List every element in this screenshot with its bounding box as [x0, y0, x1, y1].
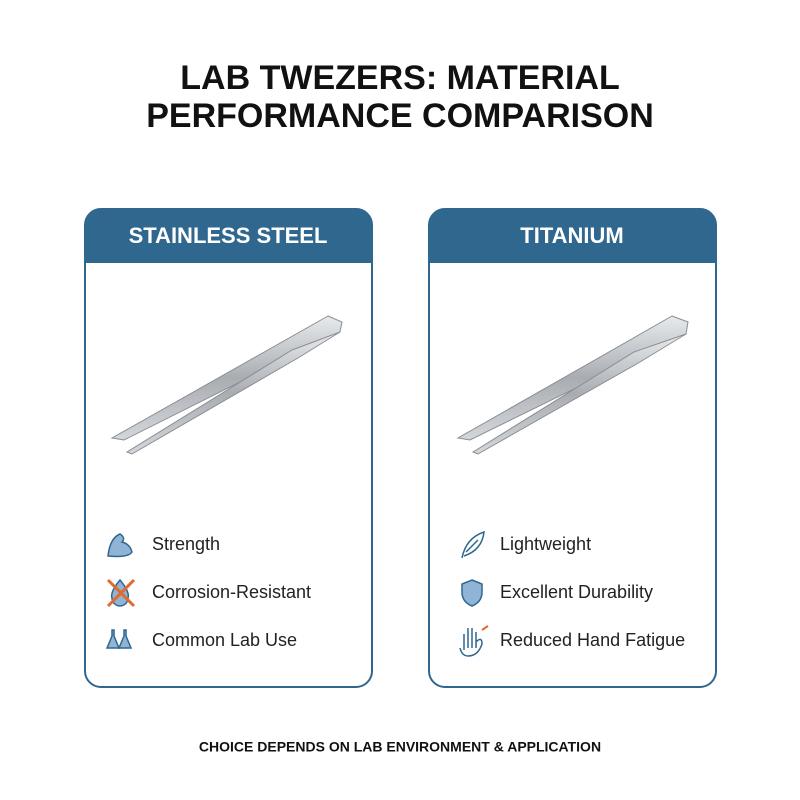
footer: CHOICE DEPENDS ON LAB ENVIRONMENT & APPL… — [199, 739, 601, 755]
feature: Excellent Durability — [500, 582, 653, 602]
lab-icon — [105, 629, 133, 649]
card: STAINLESS STEEL Strength Corrosion-Resis… — [84, 208, 373, 688]
card-header: STAINLESS STEEL — [129, 223, 328, 248]
feature: Strength — [152, 534, 220, 554]
hand-icon — [459, 625, 489, 657]
tweezer-image — [110, 315, 343, 455]
feature: Reduced Hand Fatigue — [500, 630, 685, 650]
feather-icon — [461, 530, 485, 559]
card: TITANIUM Lightweight Excellent Durabilit… — [428, 208, 717, 688]
corrosion-icon — [106, 578, 136, 608]
title: PERFORMANCE COMPARISON — [146, 97, 654, 135]
feature: Lightweight — [500, 534, 591, 554]
shield-icon — [461, 579, 483, 607]
feature: Common Lab Use — [152, 630, 297, 650]
feature: Corrosion-Resistant — [152, 582, 311, 602]
strength-icon — [107, 533, 133, 558]
card-header: TITANIUM — [520, 223, 623, 248]
title: LAB TWEZERS: MATERIAL — [180, 59, 619, 97]
tweezer-image — [456, 315, 689, 455]
